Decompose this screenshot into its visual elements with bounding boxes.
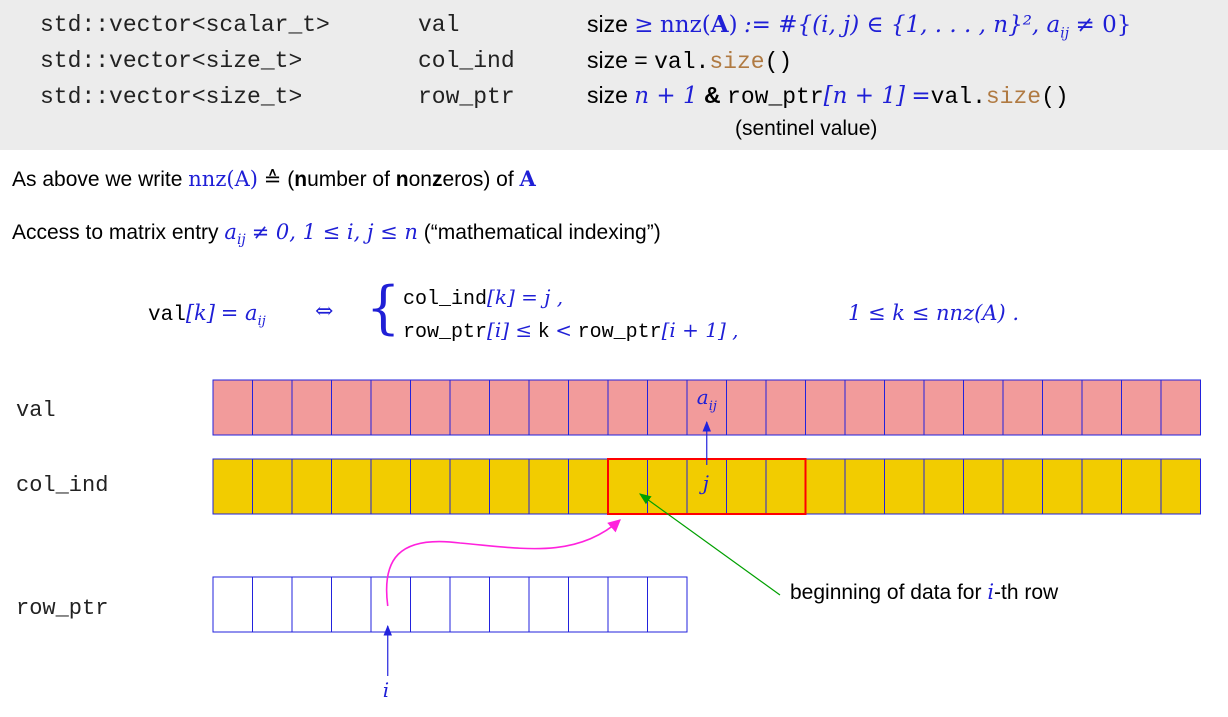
i-label: i — [383, 678, 389, 702]
colind-cell — [1160, 458, 1201, 515]
formula-range: 1 ≤ k ≤ nnz(A) . — [848, 301, 1019, 325]
rowptr-cell — [449, 576, 490, 633]
rowptr-cell — [607, 576, 648, 633]
iff-symbol: ⇔ — [315, 299, 334, 324]
colind-cell — [252, 458, 293, 515]
colind-cell — [765, 458, 806, 515]
colind-cell — [923, 458, 964, 515]
rowptr-cell — [528, 576, 569, 633]
row-start-annotation: beginning of data for i-th row — [790, 580, 1059, 604]
val-cell — [805, 379, 846, 436]
colind-array-label: col_ind — [16, 473, 109, 498]
rowptr-name: row_ptr — [418, 84, 515, 110]
formula-lhs: val[k] = aij — [148, 301, 266, 330]
nnz-expression: nnz(A) — [188, 167, 258, 191]
colind-cell — [291, 458, 332, 515]
rowptr-cell — [331, 576, 372, 633]
nnz-definition-text: As above we write nnz(A) ≙ (number of no… — [12, 166, 536, 191]
val-array — [212, 379, 1201, 436]
val-cell — [765, 379, 806, 436]
val-cell — [1081, 379, 1122, 436]
colind-cell — [844, 458, 885, 515]
val-cell — [370, 379, 411, 436]
brace: { — [366, 274, 401, 341]
val-cell — [1042, 379, 1083, 436]
colind-name: col_ind — [418, 48, 515, 74]
val-cell — [568, 379, 609, 436]
storage-description-box: std::vector<scalar_t> val size ≥ nnz(A) … — [0, 0, 1228, 150]
val-cell — [963, 379, 1004, 436]
rowptr-cell — [489, 576, 530, 633]
colind-cell — [1121, 458, 1162, 515]
val-cell — [528, 379, 569, 436]
val-cell — [291, 379, 332, 436]
val-cell — [844, 379, 885, 436]
rowptr-size-desc: size n + 1 & row_ptr[n + 1] =val.size() — [587, 82, 1069, 110]
colind-cell — [884, 458, 925, 515]
val-cell — [1121, 379, 1162, 436]
val-cell — [410, 379, 451, 436]
colind-cell — [607, 458, 648, 515]
rowptr-cell — [410, 576, 451, 633]
val-cell — [607, 379, 648, 436]
aij-label: aij — [697, 385, 717, 414]
colind-cell — [370, 458, 411, 515]
rowptr-cell — [212, 576, 253, 633]
j-label: j — [699, 471, 709, 495]
colind-cell — [331, 458, 372, 515]
colind-cell — [963, 458, 1004, 515]
colind-cell — [1002, 458, 1043, 515]
colind-cell — [449, 458, 490, 515]
rowptr-pointer-arrow — [385, 519, 621, 607]
rowptr-cell — [568, 576, 609, 633]
access-text: Access to matrix entry aij ≠ 0, 1 ≤ i, j… — [12, 220, 661, 249]
val-cell — [252, 379, 293, 436]
sentinel-note: (sentinel value) — [735, 117, 878, 140]
val-size-desc: size ≥ nnz(A) := #{(i, j) ∈ {1, . . . , … — [587, 11, 1132, 42]
colind-cell — [528, 458, 569, 515]
val-name: val — [418, 12, 460, 38]
val-cell — [489, 379, 530, 436]
formula-line1: col_ind[k] = j , — [403, 285, 564, 311]
colind-cell — [1042, 458, 1083, 515]
val-cell — [884, 379, 925, 436]
val-cell — [212, 379, 253, 436]
val-array-label: val — [16, 398, 56, 423]
colind-cell — [805, 458, 846, 515]
rowptr-cell — [291, 576, 332, 633]
colind-cell — [410, 458, 451, 515]
colind-cell — [1081, 458, 1122, 515]
colind-cell — [726, 458, 767, 515]
colind-cell — [647, 458, 688, 515]
val-type: std::vector<scalar_t> — [40, 12, 330, 38]
val-cell — [647, 379, 688, 436]
rowptr-array — [212, 576, 688, 633]
rowptr-cell — [252, 576, 293, 633]
val-cell — [449, 379, 490, 436]
val-cell — [726, 379, 767, 436]
val-cell — [331, 379, 372, 436]
colind-type: std::vector<size_t> — [40, 48, 303, 74]
val-cell — [923, 379, 964, 436]
rowptr-array-label: row_ptr — [16, 596, 109, 621]
val-cell — [1002, 379, 1043, 436]
rowptr-cell — [370, 576, 411, 633]
formula-line2: row_ptr[i] ≤ k < row_ptr[i + 1] , — [403, 318, 739, 344]
annotation-arrow — [639, 493, 781, 596]
colind-cell — [212, 458, 253, 515]
colind-size-desc: size = val.size() — [587, 47, 793, 75]
colind-cell — [489, 458, 530, 515]
rowptr-type: std::vector<size_t> — [40, 84, 303, 110]
val-cell — [1160, 379, 1201, 436]
colind-cell — [568, 458, 609, 515]
rowptr-cell — [647, 576, 688, 633]
